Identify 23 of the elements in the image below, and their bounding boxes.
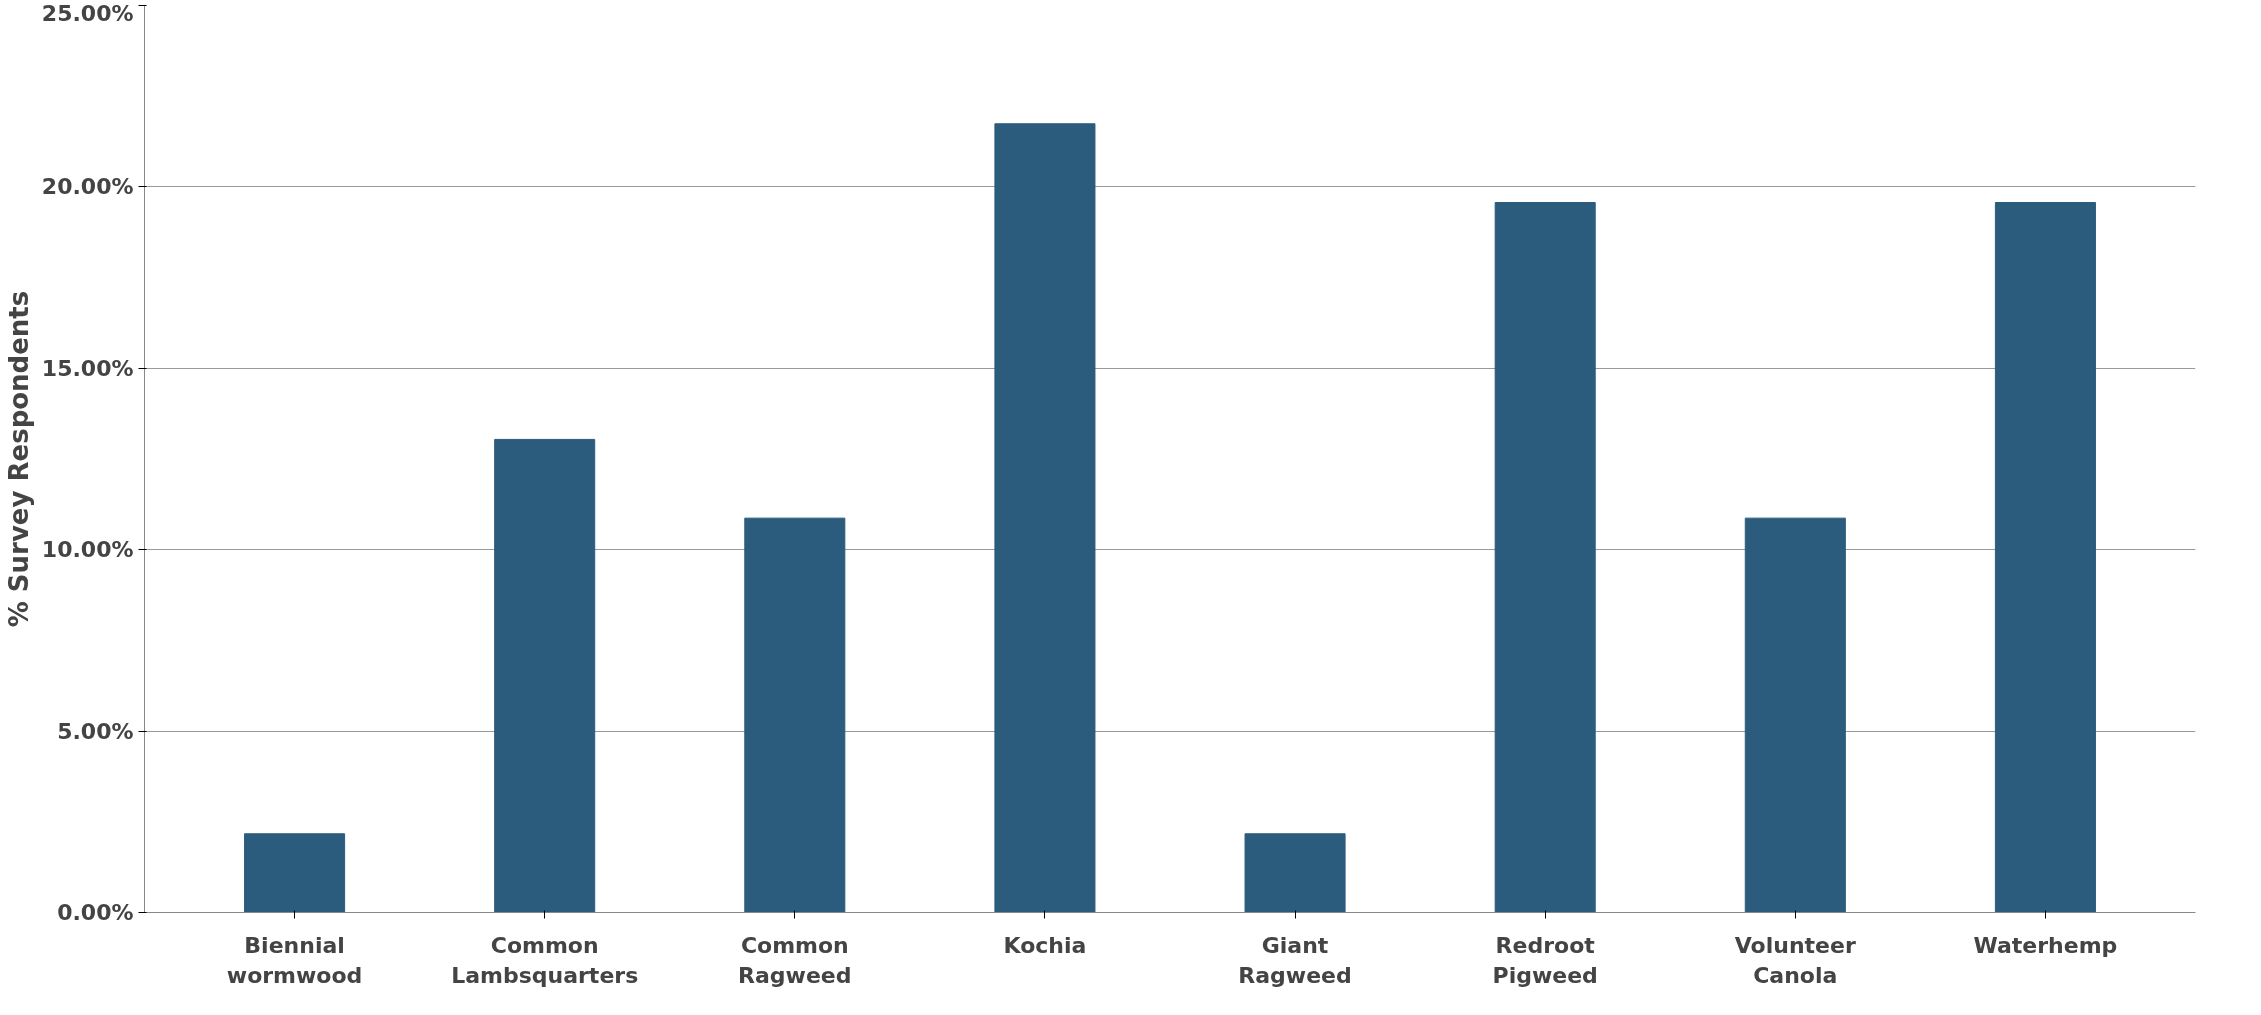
bar bbox=[1744, 517, 1846, 913]
y-tick-label: 15.00% bbox=[41, 355, 134, 381]
x-tick-label: Giant Ragweed bbox=[1238, 932, 1352, 988]
bar bbox=[744, 517, 846, 913]
x-tick-label: Biennial wormwood bbox=[226, 932, 363, 988]
x-tick-label: Redroot Pigweed bbox=[1492, 932, 1598, 988]
x-tick-label: Kochia bbox=[1003, 932, 1087, 958]
y-tick-label: 20.00% bbox=[41, 174, 134, 200]
x-tick-label: Common Ragweed bbox=[738, 932, 852, 988]
bar bbox=[1244, 833, 1346, 913]
x-tick-label: Common Lambsquarters bbox=[451, 932, 639, 988]
bar bbox=[494, 438, 596, 913]
y-axis-title: % Survey Respondents bbox=[3, 290, 34, 628]
bar bbox=[244, 833, 346, 913]
y-tick-label: 0.00% bbox=[57, 900, 134, 925]
y-tick-label: 5.00% bbox=[57, 718, 134, 744]
bar bbox=[994, 123, 1096, 913]
bar bbox=[1494, 202, 1596, 913]
bar bbox=[1994, 202, 2096, 913]
y-tick-label: 10.00% bbox=[41, 537, 134, 563]
x-tick-label: Waterhemp bbox=[1973, 932, 2118, 958]
x-tick-label: Volunteer Canola bbox=[1734, 932, 1856, 988]
y-tick-label: 25.00% bbox=[41, 0, 134, 26]
